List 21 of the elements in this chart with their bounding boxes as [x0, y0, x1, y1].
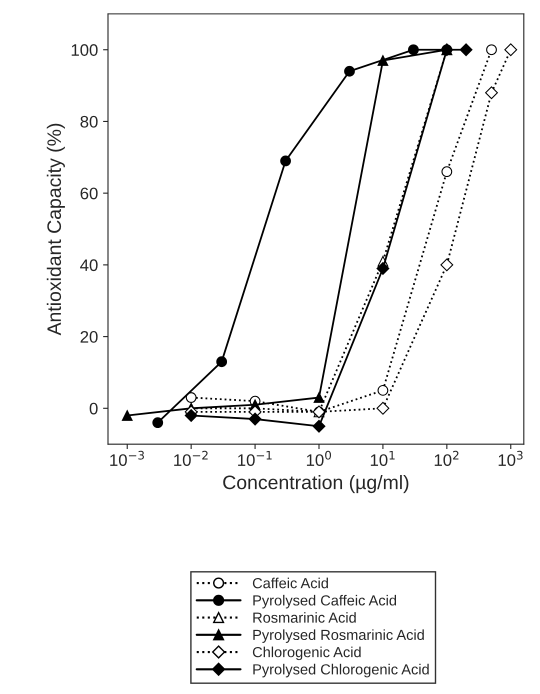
x-tick-label: 10$^{1}$ — [370, 450, 395, 466]
legend-label: Pyrolysed Rosmarinic Acid — [253, 629, 424, 643]
y-tick-label: 0 — [90, 402, 98, 415]
legend-label: Rosmarinic Acid — [253, 612, 356, 623]
y-axis-title: Antioxidant Capacity (%) — [46, 124, 65, 336]
x-tick-label: 10$^{2}$ — [434, 450, 458, 466]
y-tick-label: 100 — [72, 44, 98, 56]
legend-label: Pyrolysed Caffeic Acid — [253, 594, 396, 608]
x-axis-title: Concentration (µg/ml) — [223, 474, 408, 494]
y-tick-label: 60 — [80, 188, 98, 200]
x-tick-label: 10$^{−3}$ — [110, 450, 144, 466]
y-tick-label: 40 — [80, 259, 98, 272]
legend-label: Chlorogenic Acid — [252, 646, 361, 660]
x-tick-label: 10$^{−2}$ — [174, 450, 208, 466]
legend-label: Caffeic Acid — [252, 578, 328, 588]
x-tick-label: 10$^{3}$ — [498, 450, 523, 466]
x-tick-label: 10$^{−1}$ — [238, 450, 272, 466]
x-tick-label: 10$^{0}$ — [306, 450, 332, 466]
y-tick-label: 20 — [80, 330, 98, 343]
legend-label: Pyrolysed Chlorogenic Acid — [253, 664, 429, 678]
y-tick-label: 80 — [80, 116, 98, 128]
